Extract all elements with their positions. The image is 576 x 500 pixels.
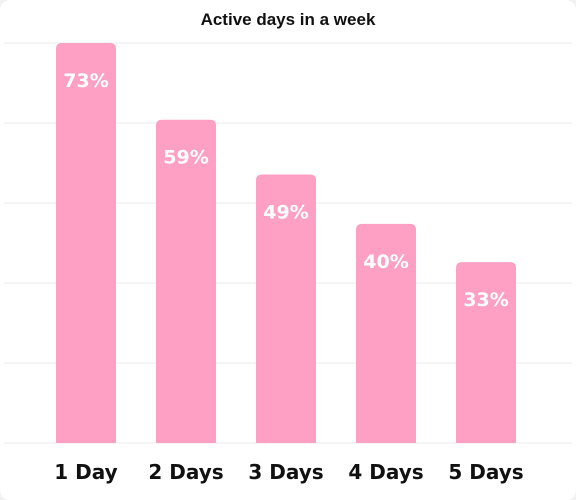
bar-4-days (356, 223, 416, 443)
x-tick-label: 5 Days (448, 460, 523, 484)
bar-5-days (456, 262, 516, 443)
bar-value-label: 73% (63, 70, 108, 92)
bar-2-days (156, 119, 216, 443)
bar-value-label: 59% (163, 147, 208, 169)
x-tick-label: 1 Day (54, 460, 117, 484)
bar-3-days (256, 174, 316, 444)
bar-value-label: 49% (263, 202, 308, 224)
bar-1-day (56, 43, 116, 443)
chart-title: Active days in a week (200, 10, 376, 29)
bar-value-label: 33% (463, 289, 508, 311)
x-tick-label: 4 Days (348, 460, 423, 484)
x-tick-label: 3 Days (248, 460, 323, 484)
x-tick-label: 2 Days (148, 460, 223, 484)
bar-value-label: 40% (363, 251, 408, 273)
